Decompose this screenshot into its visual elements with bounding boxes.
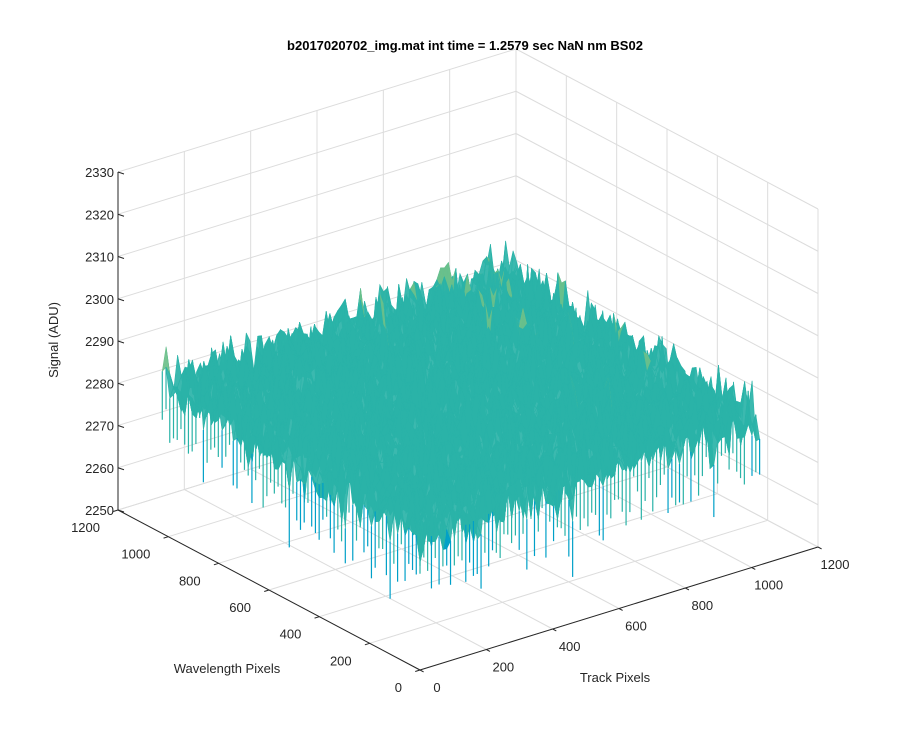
- grid-line-y-floor: [319, 493, 718, 618]
- surface-layer: [161, 240, 761, 599]
- grid-line-y-floor: [369, 519, 768, 644]
